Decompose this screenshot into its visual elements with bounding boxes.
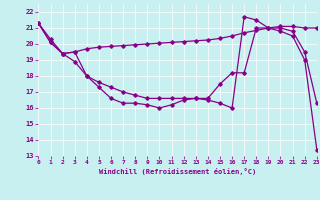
X-axis label: Windchill (Refroidissement éolien,°C): Windchill (Refroidissement éolien,°C) <box>99 168 256 175</box>
